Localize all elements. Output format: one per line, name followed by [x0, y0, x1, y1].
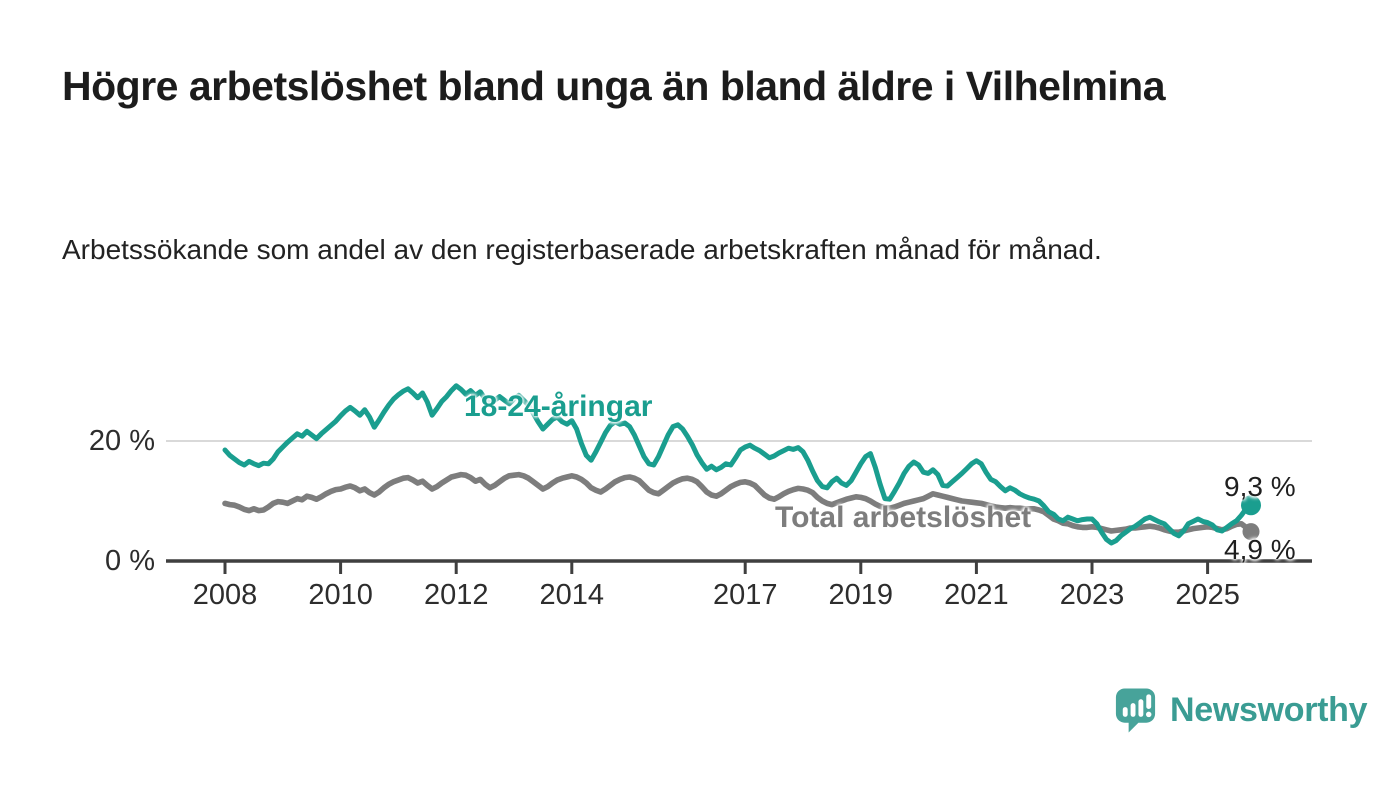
x-axis-tick-label: 2021	[944, 579, 1009, 611]
y-axis-label-20: 20 %	[88, 425, 155, 457]
x-axis-tick-label: 2012	[424, 579, 489, 611]
end-value-label-total: 4,9 %	[1224, 534, 1296, 565]
end-value-label-youth: 9,3 %	[1224, 471, 1296, 502]
page-title: Högre arbetslöshet bland unga än bland ä…	[62, 63, 1166, 109]
x-axis-tick-label: 2008	[193, 579, 258, 611]
series-label-youth: 18-24-åringar	[464, 390, 653, 423]
x-axis-tick-label: 2014	[540, 579, 605, 611]
page-subtitle: Arbetssökande som andel av den registerb…	[62, 234, 1102, 265]
newsworthy-logo: Newsworthy	[1112, 685, 1368, 735]
youth-line	[222, 383, 1254, 546]
x-axis-tick-label: 2023	[1060, 579, 1125, 611]
y-axis-label-0: 0 %	[105, 545, 155, 577]
x-axis-tick-label: 2010	[308, 579, 373, 611]
bar-chart-speech-bubble-icon	[1115, 688, 1156, 733]
x-axis-tick-label: 2019	[829, 579, 894, 611]
total-line	[222, 471, 1254, 535]
brand-wordmark: Newsworthy	[1170, 690, 1368, 729]
youth-end-dot	[1241, 495, 1261, 516]
series-label-total: Total arbetslöshet	[775, 501, 1032, 534]
total-end-dot	[1242, 523, 1260, 541]
x-axis-tick-label: 2025	[1175, 579, 1240, 611]
x-axis-tick-label: 2017	[713, 579, 778, 611]
